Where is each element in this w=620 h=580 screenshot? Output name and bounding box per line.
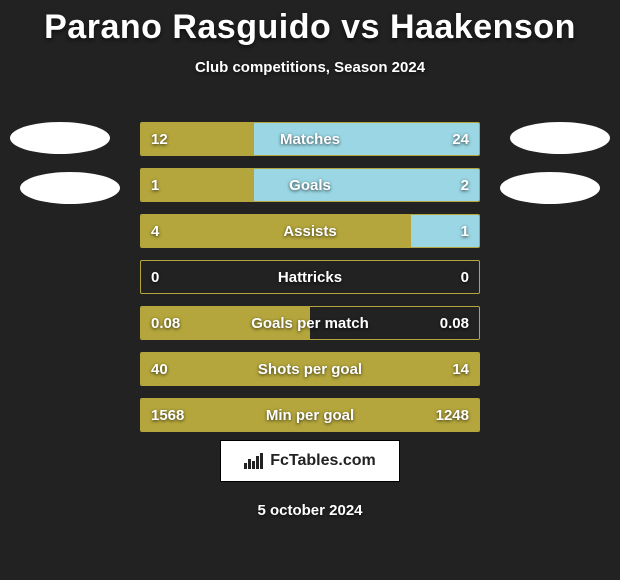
stat-label: Shots per goal: [141, 353, 479, 385]
stat-label: Min per goal: [141, 399, 479, 431]
stat-value-right: 0.08: [440, 307, 469, 339]
stat-row: 0.08Goals per match0.08: [140, 306, 480, 340]
player-right-avatar-placeholder-1: [510, 122, 610, 154]
stat-row: 1568Min per goal1248: [140, 398, 480, 432]
brand-watermark: FcTables.com: [220, 440, 400, 482]
stat-row: 40Shots per goal14: [140, 352, 480, 386]
stat-value-right: 24: [452, 123, 469, 155]
stat-row: 0Hattricks0: [140, 260, 480, 294]
stats-bars-container: 12Matches241Goals24Assists10Hattricks00.…: [140, 122, 480, 444]
stat-label: Goals per match: [141, 307, 479, 339]
stat-value-right: 14: [452, 353, 469, 385]
page-title: Parano Rasguido vs Haakenson: [0, 0, 620, 47]
player-left-avatar-placeholder-1: [10, 122, 110, 154]
brand-text: FcTables.com: [270, 452, 376, 470]
brand-bars-icon: [244, 453, 264, 469]
player-left-avatar-placeholder-2: [20, 172, 120, 204]
stat-row: 4Assists1: [140, 214, 480, 248]
stat-label: Hattricks: [141, 261, 479, 293]
generation-date: 5 october 2024: [0, 502, 620, 519]
stat-value-right: 1: [461, 215, 469, 247]
stat-value-right: 1248: [436, 399, 469, 431]
stat-value-right: 0: [461, 261, 469, 293]
stat-row: 1Goals2: [140, 168, 480, 202]
stat-value-right: 2: [461, 169, 469, 201]
stat-row: 12Matches24: [140, 122, 480, 156]
stat-label: Goals: [141, 169, 479, 201]
page-subtitle: Club competitions, Season 2024: [0, 59, 620, 76]
player-right-avatar-placeholder-2: [500, 172, 600, 204]
stat-label: Matches: [141, 123, 479, 155]
stat-label: Assists: [141, 215, 479, 247]
